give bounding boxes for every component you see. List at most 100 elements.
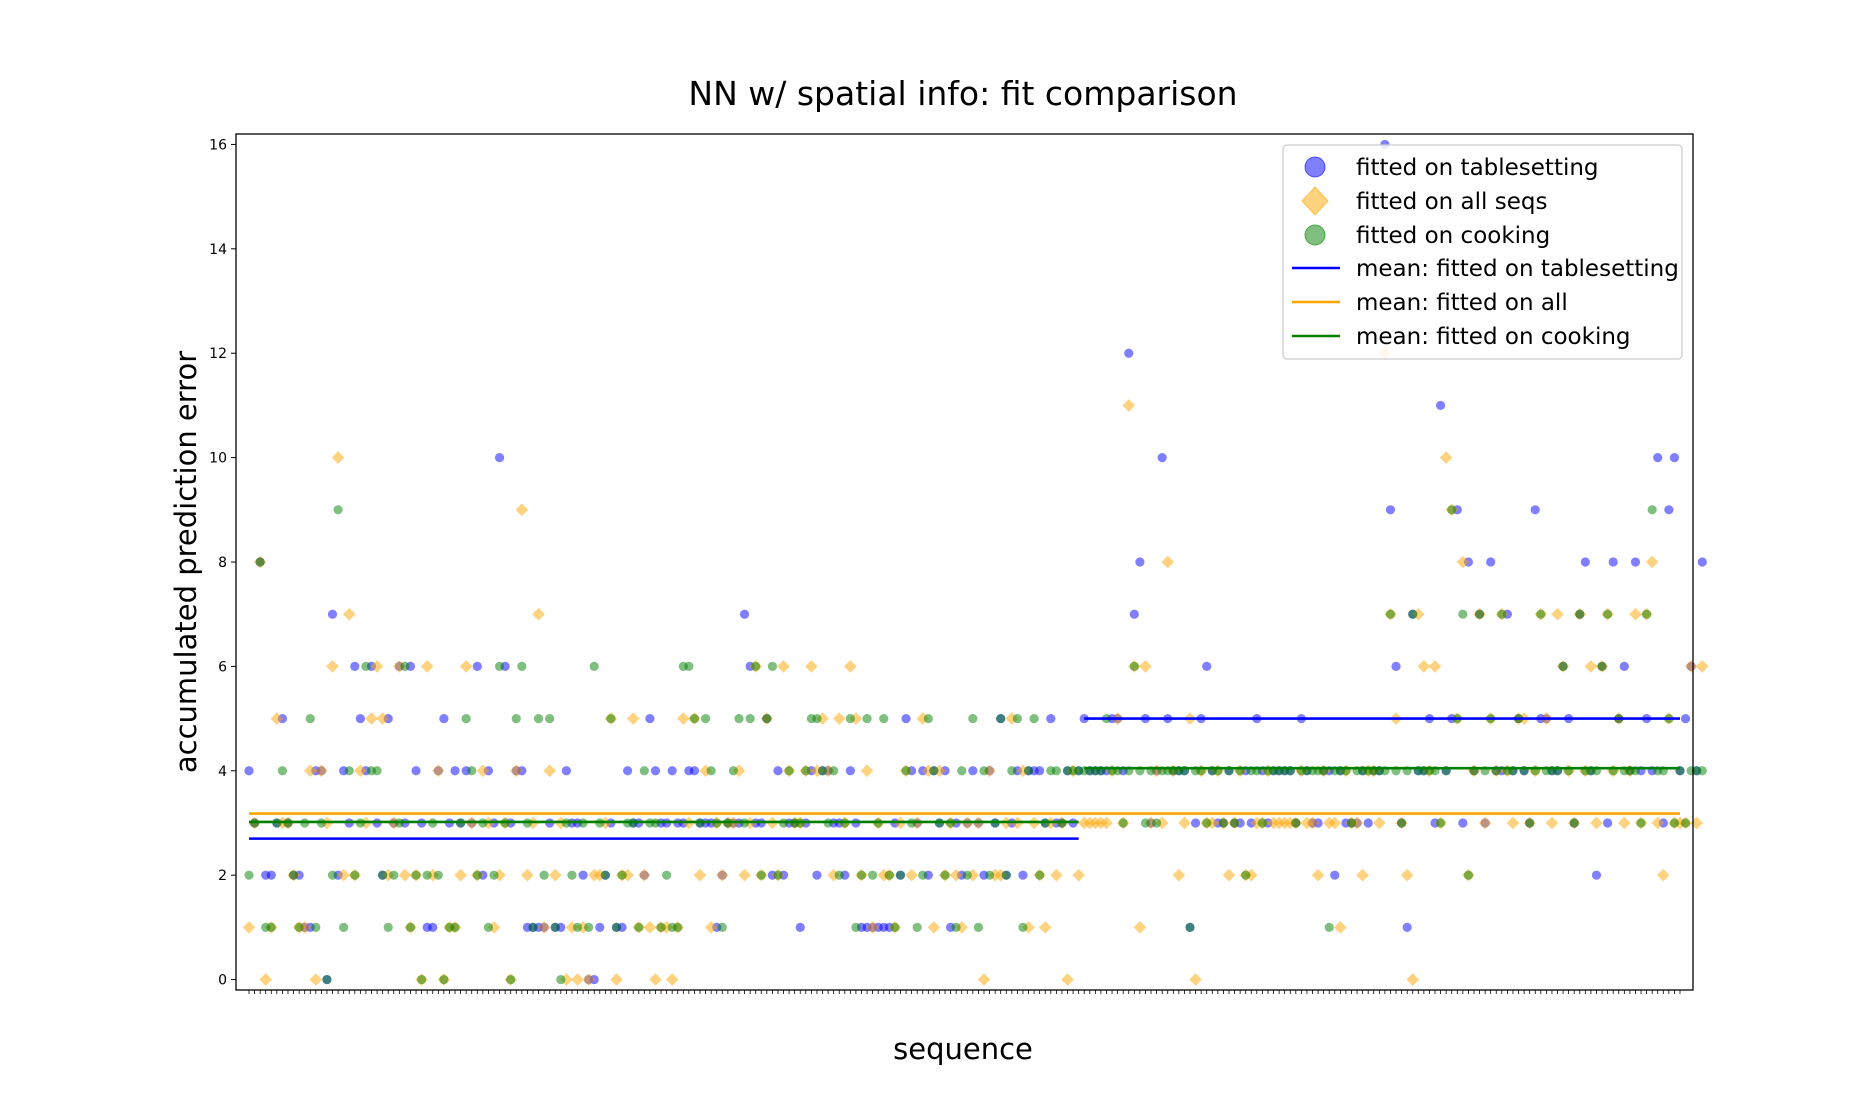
point-fitted-on-all-seqs bbox=[476, 764, 490, 778]
point-fitted-on-cooking bbox=[767, 661, 778, 671]
point-fitted-on-tablesetting bbox=[1363, 818, 1373, 828]
point-fitted-on-all-seqs bbox=[1478, 816, 1492, 830]
y-tick-label: 10 bbox=[209, 451, 227, 467]
point-fitted-on-cooking bbox=[1129, 661, 1139, 671]
legend-label-mean-all: mean: fitted on all bbox=[1356, 290, 1568, 316]
point-fitted-on-all-seqs bbox=[1428, 660, 1442, 673]
point-fitted-on-cooking bbox=[494, 661, 505, 671]
y-tick-label: 14 bbox=[209, 242, 227, 258]
point-fitted-on-all-seqs bbox=[398, 868, 412, 882]
y-tick-label: 0 bbox=[218, 973, 227, 989]
point-fitted-on-tablesetting bbox=[411, 766, 421, 776]
point-fitted-on-all-seqs bbox=[704, 921, 718, 934]
point-fitted-on-tablesetting bbox=[450, 766, 460, 776]
point-fitted-on-all-seqs bbox=[370, 660, 384, 673]
legend-label-mean-tablesetting: mean: fitted on tablesetting bbox=[1356, 256, 1679, 282]
point-fitted-on-all-seqs bbox=[610, 973, 623, 986]
point-fitted-on-cooking bbox=[361, 661, 371, 671]
point-fitted-on-all-seqs bbox=[805, 660, 818, 673]
point-fitted-on-all-seqs bbox=[1439, 451, 1453, 464]
point-fitted-on-cooking bbox=[611, 922, 622, 932]
point-fitted-on-all-seqs bbox=[1161, 555, 1175, 569]
point-fitted-on-cooking bbox=[1463, 870, 1474, 880]
point-fitted-on-all-seqs bbox=[1334, 921, 1347, 934]
point-fitted-on-all-seqs bbox=[1306, 816, 1319, 830]
point-fitted-on-cooking bbox=[868, 870, 878, 880]
point-fitted-on-tablesetting bbox=[1190, 818, 1201, 828]
point-fitted-on-tablesetting bbox=[1402, 922, 1412, 932]
point-fitted-on-all-seqs bbox=[487, 921, 501, 934]
y-tick-label: 16 bbox=[209, 137, 227, 153]
point-fitted-on-tablesetting bbox=[494, 453, 505, 463]
point-fitted-on-cooking bbox=[745, 713, 755, 724]
point-fitted-on-all-seqs bbox=[376, 712, 389, 725]
point-fitted-on-all-seqs bbox=[521, 868, 534, 882]
point-fitted-on-tablesetting bbox=[595, 922, 605, 932]
point-fitted-on-tablesetting bbox=[578, 870, 588, 880]
point-fitted-on-all-seqs bbox=[259, 973, 273, 986]
point-fitted-on-all-seqs bbox=[365, 712, 378, 725]
point-fitted-on-cooking bbox=[706, 766, 716, 776]
point-fitted-on-all-seqs bbox=[1133, 921, 1147, 934]
point-fitted-on-cooking bbox=[344, 766, 354, 776]
point-fitted-on-all-seqs bbox=[715, 868, 729, 882]
point-fitted-on-cooking bbox=[973, 922, 984, 932]
point-fitted-on-cooking bbox=[851, 922, 861, 932]
point-fitted-on-all-seqs bbox=[626, 712, 640, 725]
point-fitted-on-cooking bbox=[1525, 818, 1535, 828]
point-fitted-on-all-seqs bbox=[1222, 868, 1236, 882]
point-fitted-on-cooking bbox=[372, 766, 382, 776]
point-fitted-on-cooking bbox=[422, 870, 432, 880]
point-fitted-on-cooking bbox=[856, 870, 867, 880]
point-fitted-on-cooking bbox=[1497, 609, 1507, 619]
point-fitted-on-all-seqs bbox=[677, 712, 690, 725]
point-fitted-on-tablesetting bbox=[1135, 557, 1145, 567]
point-fitted-on-all-seqs bbox=[693, 868, 707, 882]
point-fitted-on-cooking bbox=[1636, 818, 1646, 828]
point-fitted-on-all-seqs bbox=[1695, 660, 1709, 673]
point-fitted-on-all-seqs bbox=[1373, 816, 1386, 830]
point-fitted-on-cooking bbox=[1474, 609, 1485, 619]
point-fitted-on-cooking bbox=[984, 870, 995, 880]
point-fitted-on-all-seqs bbox=[977, 973, 991, 986]
point-fitted-on-cooking bbox=[773, 870, 783, 880]
point-fitted-on-cooking bbox=[901, 766, 911, 776]
point-fitted-on-tablesetting bbox=[1391, 661, 1401, 671]
point-fitted-on-all-seqs bbox=[1328, 816, 1342, 830]
point-fitted-on-all-seqs bbox=[638, 868, 651, 882]
point-fitted-on-cooking bbox=[1118, 818, 1128, 828]
point-fitted-on-all-seqs bbox=[242, 921, 256, 934]
point-fitted-on-tablesetting bbox=[901, 713, 911, 724]
point-fitted-on-tablesetting bbox=[428, 922, 438, 932]
point-fitted-on-tablesetting bbox=[1608, 557, 1618, 567]
point-fitted-on-cooking bbox=[1408, 609, 1418, 619]
point-fitted-on-cooking bbox=[1291, 818, 1301, 828]
point-fitted-on-tablesetting bbox=[1458, 818, 1468, 828]
point-fitted-on-tablesetting bbox=[1591, 870, 1602, 880]
point-fitted-on-tablesetting bbox=[667, 766, 677, 776]
point-fitted-on-all-seqs bbox=[955, 921, 969, 934]
point-fitted-on-cooking bbox=[700, 713, 711, 724]
point-fitted-on-tablesetting bbox=[1046, 713, 1056, 724]
point-fitted-on-cooking bbox=[589, 661, 599, 671]
point-fitted-on-cooking bbox=[817, 766, 828, 776]
point-fitted-on-cooking bbox=[1575, 609, 1585, 619]
point-fitted-on-cooking bbox=[912, 922, 922, 932]
point-fitted-on-tablesetting bbox=[1530, 505, 1540, 515]
point-fitted-on-cooking bbox=[1229, 818, 1240, 828]
y-axis-label: accumulated prediction error bbox=[169, 351, 203, 773]
point-fitted-on-cooking bbox=[962, 870, 972, 880]
point-fitted-on-cooking bbox=[684, 661, 694, 671]
point-fitted-on-tablesetting bbox=[1664, 505, 1674, 515]
point-fitted-on-cooking bbox=[884, 870, 894, 880]
point-fitted-on-cooking bbox=[311, 922, 321, 932]
point-fitted-on-tablesetting bbox=[1129, 609, 1139, 619]
point-fitted-on-all-seqs bbox=[298, 921, 311, 934]
point-fitted-on-cooking bbox=[584, 922, 594, 932]
point-fitted-on-all-seqs bbox=[1545, 816, 1559, 830]
point-fitted-on-cooking bbox=[895, 870, 906, 880]
point-fitted-on-cooking bbox=[829, 766, 839, 776]
point-fitted-on-cooking bbox=[1569, 818, 1579, 828]
point-fitted-on-cooking bbox=[1669, 818, 1680, 828]
point-fitted-on-cooking bbox=[1018, 922, 1028, 932]
